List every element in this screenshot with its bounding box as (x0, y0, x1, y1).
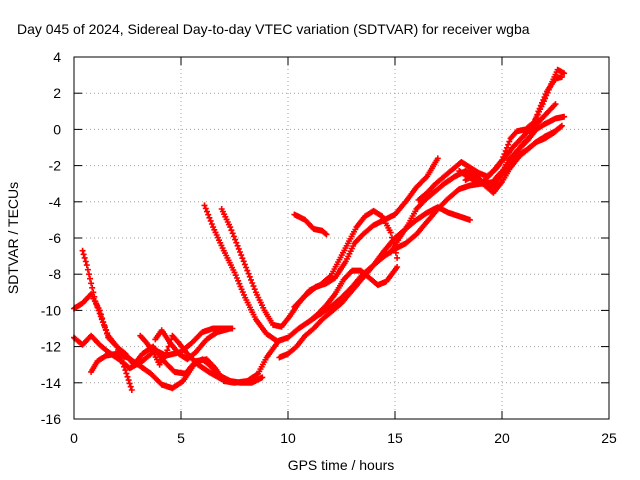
y-tick-label: -6 (49, 230, 62, 246)
x-tick-label: 5 (177, 430, 185, 446)
data-points (71, 66, 568, 393)
y-tick-label: 0 (53, 121, 61, 137)
y-tick-label: -8 (49, 266, 62, 282)
data-series-arc-7 (201, 202, 473, 345)
data-series-arc-3 (79, 247, 281, 386)
data-point-markers (201, 202, 473, 345)
data-point-markers (137, 332, 225, 383)
y-tick-label: -2 (49, 158, 62, 174)
data-series-arc-11 (306, 264, 401, 325)
x-tick-label: 0 (70, 430, 78, 446)
chart-title: Day 045 of 2024, Sidereal Day-to-day VTE… (17, 21, 530, 37)
y-tick-label: -16 (41, 411, 61, 427)
grid-lines (74, 57, 609, 419)
data-point-markers (88, 350, 266, 392)
data-series-arc-10 (291, 155, 441, 310)
x-tick-label: 10 (280, 430, 296, 446)
data-point-markers (291, 211, 330, 238)
data-series-arc-6 (152, 325, 234, 363)
data-point-markers (152, 325, 234, 363)
y-tick-label: -14 (41, 375, 61, 391)
data-point-markers (79, 247, 281, 386)
x-tick-labels: 0 5 10 15 20 25 (70, 430, 617, 446)
data-point-markers (291, 155, 441, 310)
y-tick-label: -12 (41, 339, 61, 355)
data-series-arc-5 (137, 332, 225, 383)
data-point-markers (306, 264, 401, 325)
y-tick-label: -4 (49, 194, 62, 210)
data-point-markers (415, 101, 559, 203)
x-tick-label: 20 (494, 430, 510, 446)
data-series-arc-18 (415, 101, 559, 203)
data-point-markers (276, 180, 495, 361)
x-tick-label: 25 (601, 430, 617, 446)
data-series-arc-17 (456, 124, 563, 187)
y-tick-label: 4 (53, 49, 61, 65)
y-axis-label: SDTVAR / TECUs (5, 182, 21, 294)
y-tick-label: -10 (41, 302, 61, 318)
x-axis-label: GPS time / hours (288, 457, 395, 473)
data-series-arc-12 (291, 211, 330, 238)
data-series-arc-9 (276, 180, 495, 361)
data-point-markers (456, 124, 563, 187)
data-series-arc-4 (88, 350, 266, 392)
y-tick-labels: -16 -14 -12 -10 -8 -6 -4 -2 0 2 4 (41, 49, 61, 427)
y-tick-label: 2 (53, 85, 61, 101)
x-tick-label: 15 (387, 430, 403, 446)
plot-frame (73, 56, 610, 420)
